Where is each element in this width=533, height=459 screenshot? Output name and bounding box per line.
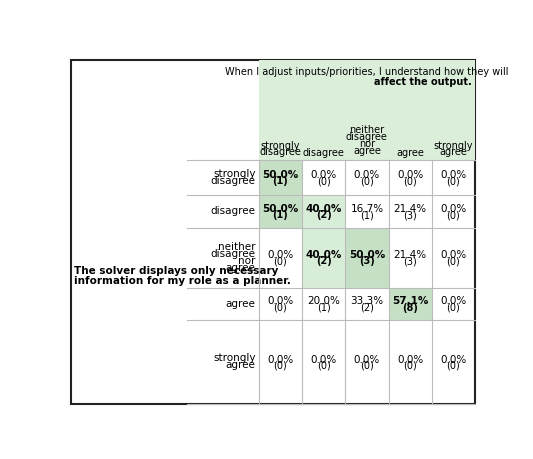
Text: 0.0%: 0.0% <box>440 355 466 364</box>
Text: (0): (0) <box>273 257 287 266</box>
Text: (0): (0) <box>447 361 461 371</box>
Text: 0.0%: 0.0% <box>354 170 380 180</box>
Text: 0.0%: 0.0% <box>268 297 294 307</box>
Text: (1): (1) <box>360 210 374 220</box>
Text: (0): (0) <box>447 302 461 313</box>
Bar <box>345 228 389 288</box>
Text: (0): (0) <box>447 210 461 220</box>
Text: (0): (0) <box>403 361 417 371</box>
Text: agree: agree <box>353 146 381 156</box>
Bar <box>302 195 345 228</box>
Text: 40.0%: 40.0% <box>305 204 342 214</box>
Text: (2): (2) <box>360 302 374 313</box>
Text: 0.0%: 0.0% <box>311 170 337 180</box>
Text: agree: agree <box>440 147 467 157</box>
Text: strongly: strongly <box>261 140 300 151</box>
Text: nor: nor <box>359 139 375 149</box>
Text: 50.0%: 50.0% <box>349 250 385 260</box>
Text: (0): (0) <box>317 176 330 186</box>
Text: The solver displays only necessary: The solver displays only necessary <box>75 266 279 276</box>
Text: (8): (8) <box>402 302 418 313</box>
Text: When I adjust inputs/priorities, I understand how they will: When I adjust inputs/priorities, I under… <box>225 67 508 78</box>
Text: 20.0%: 20.0% <box>307 297 340 307</box>
Text: 0.0%: 0.0% <box>311 355 337 364</box>
Text: 33.3%: 33.3% <box>350 297 384 307</box>
Bar <box>389 288 432 320</box>
Text: disagree: disagree <box>211 207 256 216</box>
Text: 0.0%: 0.0% <box>397 355 423 364</box>
Text: (2): (2) <box>316 257 332 266</box>
Text: 16.7%: 16.7% <box>350 204 384 214</box>
Text: disagree: disagree <box>211 249 256 259</box>
Text: 0.0%: 0.0% <box>268 250 294 260</box>
Text: 0.0%: 0.0% <box>397 170 423 180</box>
Text: 21.4%: 21.4% <box>393 204 427 214</box>
Text: strongly: strongly <box>213 169 256 179</box>
Text: disagree: disagree <box>260 147 301 157</box>
Text: (0): (0) <box>317 361 330 371</box>
Bar <box>259 195 302 228</box>
Text: (1): (1) <box>272 210 288 220</box>
Text: (1): (1) <box>272 176 288 186</box>
Text: (3): (3) <box>403 257 417 266</box>
Text: disagree: disagree <box>211 176 256 186</box>
Bar <box>302 228 345 288</box>
Text: information for my role as a planner.: information for my role as a planner. <box>75 276 291 285</box>
Text: neither: neither <box>218 242 256 252</box>
Text: (1): (1) <box>317 302 330 313</box>
Text: (0): (0) <box>273 302 287 313</box>
Text: (0): (0) <box>447 176 461 186</box>
Bar <box>259 160 302 195</box>
Text: agree: agree <box>226 263 256 273</box>
Text: nor: nor <box>238 256 256 266</box>
Text: (0): (0) <box>273 361 287 371</box>
Text: 50.0%: 50.0% <box>262 204 298 214</box>
Text: 0.0%: 0.0% <box>440 204 466 214</box>
Text: (3): (3) <box>403 210 417 220</box>
Text: (3): (3) <box>359 257 375 266</box>
Bar <box>259 60 475 160</box>
Text: (0): (0) <box>403 176 417 186</box>
Text: (0): (0) <box>360 361 374 371</box>
Text: 21.4%: 21.4% <box>393 250 427 260</box>
Text: (0): (0) <box>360 176 374 186</box>
Text: affect the output.: affect the output. <box>374 77 472 87</box>
Text: 0.0%: 0.0% <box>354 355 380 364</box>
Text: neither: neither <box>349 125 384 135</box>
Text: agree: agree <box>396 148 424 158</box>
Text: (0): (0) <box>447 257 461 266</box>
Text: agree: agree <box>226 299 256 309</box>
Text: 0.0%: 0.0% <box>440 297 466 307</box>
Text: strongly: strongly <box>434 140 473 151</box>
Text: agree: agree <box>226 360 256 370</box>
Text: disagree: disagree <box>303 148 345 158</box>
Text: 0.0%: 0.0% <box>440 250 466 260</box>
Text: 50.0%: 50.0% <box>262 170 298 180</box>
Text: 57.1%: 57.1% <box>392 297 429 307</box>
Text: 40.0%: 40.0% <box>305 250 342 260</box>
Text: (2): (2) <box>316 210 332 220</box>
Text: 0.0%: 0.0% <box>440 170 466 180</box>
Text: 0.0%: 0.0% <box>268 355 294 364</box>
Text: strongly: strongly <box>213 353 256 364</box>
Text: disagree: disagree <box>346 132 388 142</box>
